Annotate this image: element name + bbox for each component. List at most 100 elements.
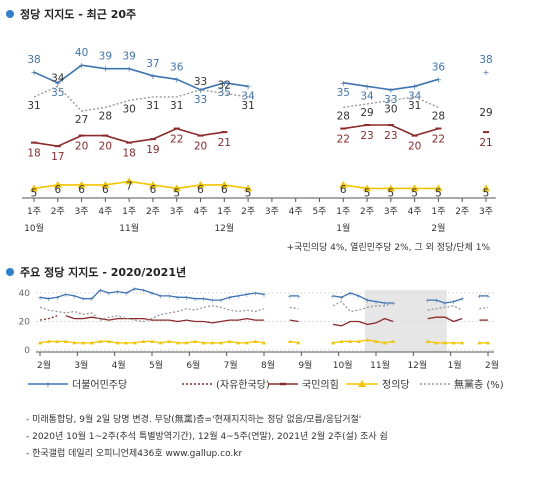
data-marker [434, 184, 443, 192]
data-marker: + [296, 293, 301, 300]
data-label: 5 [387, 187, 394, 199]
data-marker: + [210, 298, 215, 305]
data-label: 5 [483, 187, 490, 199]
series-line-democratic [427, 298, 463, 304]
x-tick-label: 3주 [75, 206, 89, 217]
series-line-justice [33, 180, 249, 190]
x-tick-label: 4주 [289, 206, 303, 217]
data-label: 40 [75, 47, 88, 59]
x-tick-label: 1주 [431, 206, 445, 217]
data-label: 6 [197, 184, 204, 196]
x-tick-label: 3주 [265, 206, 279, 217]
bottom-chart-title: 주요 정당 지지도 - 2020/2021년 [20, 266, 187, 279]
data-label: 5 [411, 187, 418, 199]
month-label: 2월 [485, 359, 499, 371]
data-label: 23 [384, 130, 397, 142]
data-marker: + [106, 291, 111, 298]
data-marker: + [356, 293, 361, 300]
data-marker [363, 184, 372, 192]
data-marker: + [373, 299, 378, 306]
data-marker [46, 339, 51, 343]
data-marker [220, 180, 229, 188]
data-marker [236, 340, 241, 345]
data-marker: + [167, 293, 172, 300]
data-label: 34 [51, 72, 65, 84]
data-label: 29 [479, 107, 492, 119]
series-line-democratic [343, 78, 439, 91]
x-tick-label: 4주 [408, 206, 422, 217]
data-marker: + [124, 291, 129, 298]
x-tick-label: 3주 [384, 206, 398, 217]
data-label: 6 [221, 184, 228, 196]
data-label: 18 [122, 148, 135, 160]
data-marker [89, 340, 94, 345]
data-label: 31 [408, 100, 421, 112]
data-marker [410, 184, 419, 192]
data-marker [63, 339, 68, 343]
data-marker: + [55, 295, 60, 302]
data-label: 6 [150, 184, 157, 196]
series-line-none [427, 305, 463, 311]
data-label: 6 [340, 184, 347, 196]
data-marker [356, 339, 361, 343]
data-label: 22 [170, 134, 183, 146]
data-marker [167, 339, 172, 343]
data-marker: + [442, 300, 447, 307]
data-marker: + [485, 293, 490, 300]
series-line-none [332, 300, 394, 313]
data-marker: + [37, 295, 42, 302]
data-label: 31 [241, 100, 254, 112]
data-marker [77, 180, 86, 188]
legend-marker [358, 380, 366, 387]
data-label: 20 [99, 141, 112, 153]
month-label: 1월 [448, 359, 462, 371]
data-marker: + [348, 291, 353, 298]
data-marker [101, 180, 110, 188]
data-label: 5 [173, 187, 180, 199]
data-marker [72, 340, 77, 345]
data-label: 28 [99, 110, 112, 122]
data-label: 33 [194, 76, 207, 88]
data-marker: + [236, 293, 241, 300]
notes: - 미래통합당, 9월 2일 당명 변경. 무당(無黨)층='현재지지하는 정당… [26, 412, 388, 463]
data-marker: + [31, 68, 38, 77]
series-line-none [479, 306, 489, 310]
data-marker: + [221, 79, 228, 88]
data-marker [193, 339, 198, 343]
x-tick-label: 2주 [146, 206, 160, 217]
data-label: 36 [170, 61, 184, 73]
data-label: 23 [360, 130, 373, 142]
x-tick-label: 4주 [98, 206, 112, 217]
data-marker: + [126, 65, 133, 74]
month-label: 7월 [224, 359, 238, 371]
data-marker [287, 339, 292, 343]
data-marker: + [184, 295, 189, 302]
x-tick-label: 1주 [336, 206, 350, 217]
data-marker [55, 339, 60, 343]
data-marker [330, 340, 335, 345]
legend: + 더불어민주당 (자유한국당) 국민의힘 정의당 無黨층 (%) [28, 378, 504, 391]
note-line: - 미래통합당, 9월 2일 당명 변경. 무당(無黨)층='현재지지하는 정당… [26, 415, 362, 425]
data-marker: + [365, 298, 370, 305]
data-marker [244, 340, 249, 345]
data-marker [124, 340, 129, 345]
data-marker [339, 180, 348, 188]
series-line-peoplepower [332, 317, 394, 327]
bullet-dot-icon [6, 10, 14, 18]
data-marker: + [245, 82, 252, 91]
x-tick-label: 2주 [241, 206, 255, 217]
data-label: 38 [479, 54, 492, 66]
data-marker [477, 340, 482, 345]
data-label: 20 [408, 141, 421, 153]
data-marker [38, 340, 42, 345]
data-label: 36 [432, 61, 446, 73]
data-marker [150, 339, 154, 343]
data-marker: + [193, 296, 198, 303]
data-marker: + [218, 298, 223, 305]
x-tick-label: 2주 [455, 206, 469, 217]
data-marker [262, 340, 266, 345]
series-line-democratic [33, 64, 249, 91]
data-marker: + [102, 65, 109, 74]
series-line-none [33, 85, 249, 112]
data-marker [106, 339, 111, 343]
